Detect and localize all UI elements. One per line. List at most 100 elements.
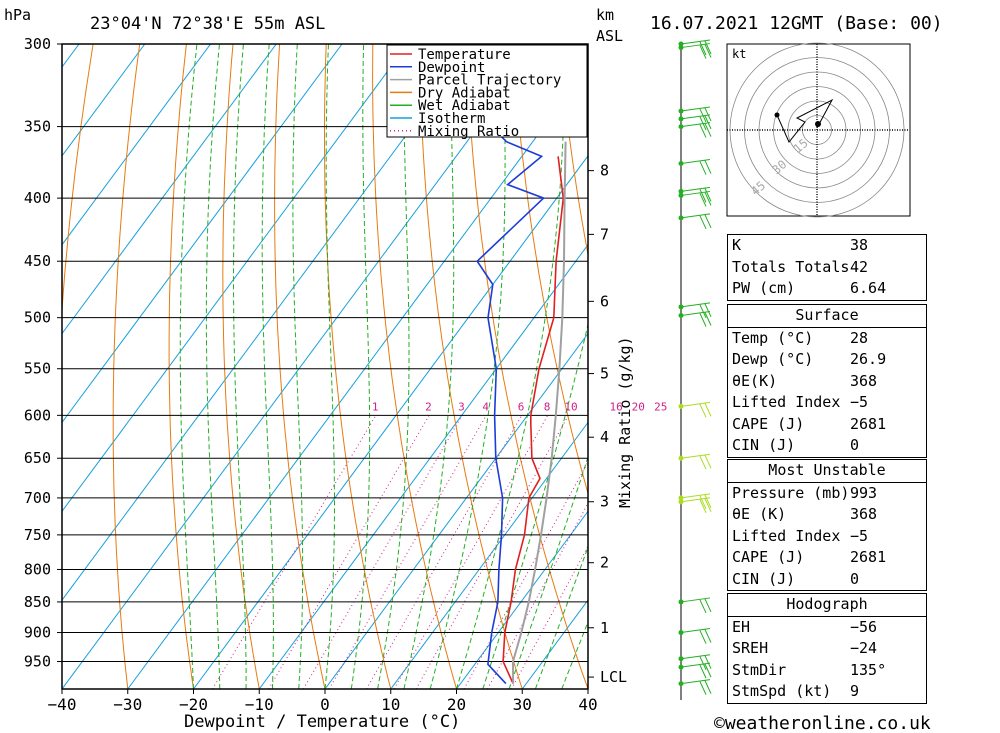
wind-barb [680,122,712,138]
row-label: Temp (°C) [732,328,814,347]
plot-area [62,44,588,689]
dry-adiabat-line [112,44,141,689]
surface-title: Surface [728,305,926,328]
row-value: −24 [850,639,878,657]
index-label: PW (cm) [732,279,796,297]
temperature-tick-label: −20 [179,695,208,714]
isotherm-line [62,44,343,424]
datetime-title: 16.07.2021 12GMT (Base: 00) [650,13,943,34]
wind-barb [680,159,712,175]
temperature-tick-label: 0 [320,695,330,714]
isotherm-line [390,421,588,689]
mixing-ratio-line [415,415,569,689]
index-value: 38 [850,236,869,254]
wind-barb [680,190,712,207]
row-label: CIN (J) [732,436,796,454]
legend-label: Temperature [418,47,511,63]
hodograph-table: Hodograph EH −56 SREH −24 StmDir 135° StmSp… [727,593,927,704]
wind-profile [678,39,712,700]
hodo-row: StmDir 135° [728,660,926,682]
x-axis-label: Dewpoint / Temperature (°C) [184,712,460,732]
pressure-tick-label: 350 [24,118,51,136]
mixing-ratio-axis-label: Mixing Ratio (g/kg) [616,336,634,508]
isotherm-line [62,44,146,157]
pressure-tick-label: 300 [24,35,51,53]
mixing-ratio-line [302,415,463,689]
hodograph-point [774,112,780,118]
legend-label: Parcel Trajectory [418,73,561,89]
isotherm-line [62,44,211,246]
row-value: −5 [850,526,869,545]
temperature-tick-label: 40 [578,695,597,714]
height-tick-label: 6 [600,292,609,310]
wet-adiabat-line [456,44,566,689]
pressure-tick-label: 700 [24,489,51,507]
hodograph-title: Hodograph [728,594,926,617]
height-tick-label: 2 [600,554,609,572]
isotherm-line [62,44,409,513]
wind-barb [680,311,712,327]
mixing-ratio-labels: 1 2 3 4 6 8 10 16 20 25 [372,400,667,413]
height-tick-label: 5 [600,365,609,383]
mixing-ratio-label: 6 [518,400,525,413]
mu-row: CIN (J) 0 [728,569,926,591]
mixing-ratio-label: 3 [458,400,465,413]
legend-label: Dewpoint [418,60,485,76]
mixing-ratio-label: 1 [372,400,379,413]
wet-adiabat-line [324,44,335,689]
mixing-ratio-label: 8 [544,400,551,413]
pressure-tick-label: 950 [24,653,51,671]
wind-barb [680,186,712,203]
height-tick-label: 4 [600,428,609,446]
wind-barb [680,679,712,695]
surface-row: CAPE (J) 2681 [728,414,926,436]
temperature-tick-label: 30 [513,695,532,714]
row-label: CIN (J) [732,569,796,588]
height-tick-label: 1 [600,619,609,637]
surface-row: θE(K) 368 [728,371,926,393]
mixing-ratio-line [328,415,487,689]
temperature-tick-label: −30 [113,695,142,714]
dry-adiabat-line [168,44,194,689]
row-label: Dewp (°C) [732,350,814,368]
row-label: Pressure (mb) [732,483,850,502]
row-value: 993 [850,483,878,502]
row-value: 135° [850,660,887,679]
pressure-tick-label: 650 [24,449,51,467]
legend-label: Wet Adiabat [418,98,511,114]
indices-table: K 38 Totals Totals 42 PW (cm) 6.64 [727,234,927,301]
row-value: −56 [850,617,878,636]
row-label: StmDir [732,660,787,679]
dry-adiabat-line [558,44,588,258]
dry-adiabat-line [222,44,260,689]
wind-barb [680,662,712,679]
wet-adiabat-line [205,44,221,689]
most-unstable-table: Most Unstable Pressure (mb) 993 θE (K) 368… [727,459,927,591]
most-unstable-title: Most Unstable [728,460,926,483]
mixing-ratio-label: 16 [610,400,623,413]
pressure-tick-label: 800 [24,560,51,578]
pressure-axis: 300 350 400 450 500 550 600 650 700 750 800 850 900 9… [24,35,62,671]
wind-barb [680,401,712,418]
index-label: Totals Totals [732,257,850,276]
wind-barb [680,453,712,470]
wet-adiabat-line [179,44,198,689]
row-label: StmSpd (kt) [732,682,832,700]
row-label: EH [732,617,751,636]
isotherm-line [258,243,588,689]
temperature-tick-label: 10 [381,695,400,714]
wet-adiabat-line [350,44,371,689]
hodograph-trace [776,98,834,143]
row-label: θE (K) [732,505,787,523]
height-tick-label: 8 [600,162,609,180]
wet-adiabat-line [534,545,588,689]
mixing-ratio-line [366,415,523,689]
wind-barb [680,39,712,56]
height-tick-label: 3 [600,493,609,511]
row-label: Lifted Index [732,393,841,411]
pressure-tick-label: 400 [24,189,51,207]
row-label: CAPE (J) [732,548,805,566]
surface-row: CIN (J) 0 [728,435,926,457]
surface-table: Surface Temp (°C) 28 Dewp (°C) 26.9 θE(K) 3… [727,304,927,458]
